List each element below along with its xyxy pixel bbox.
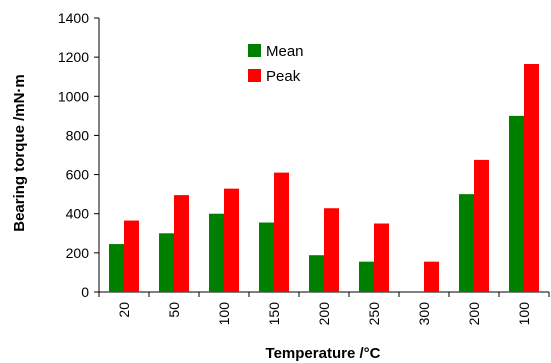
bar-mean-1 — [159, 233, 174, 292]
x-tick-label: 250 — [366, 302, 382, 326]
y-tick-label: 200 — [66, 245, 90, 261]
legend-swatch-peak — [248, 69, 261, 82]
bars — [109, 63, 539, 292]
bar-peak-8 — [524, 63, 539, 292]
y-axis — [94, 17, 100, 293]
y-tick-label: 600 — [66, 167, 90, 183]
bar-mean-3 — [259, 222, 274, 292]
bar-peak-3 — [274, 172, 289, 292]
x-tick-label: 100 — [216, 302, 232, 326]
bar-peak-5 — [374, 223, 389, 292]
legend-swatch-mean — [248, 44, 261, 57]
bar-mean-5 — [359, 261, 374, 292]
y-axis-title: Bearing torque /mN·m — [11, 74, 28, 232]
y-tick-label: 800 — [66, 127, 90, 143]
bar-mean-7 — [459, 194, 474, 292]
legend: Mean Peak — [248, 43, 304, 85]
x-tick-labels: 20 50 100 150 200 250 300 200 100 — [116, 302, 532, 326]
bar-mean-8 — [509, 115, 524, 292]
y-tick-label: 1000 — [58, 88, 89, 104]
x-axis — [98, 291, 550, 297]
y-tick-label: 1400 — [58, 10, 89, 26]
x-tick-label: 200 — [466, 302, 482, 326]
bar-mean-4 — [309, 255, 324, 292]
bar-mean-0 — [109, 244, 124, 292]
x-tick-label: 200 — [316, 302, 332, 326]
bar-peak-4 — [324, 208, 339, 292]
bar-peak-0 — [124, 220, 139, 292]
bar-peak-2 — [224, 188, 239, 292]
bar-peak-1 — [174, 195, 189, 292]
legend-label-mean: Mean — [266, 43, 304, 60]
y-tick-label: 0 — [81, 284, 89, 300]
x-tick-label: 100 — [516, 302, 532, 326]
x-tick-label: 150 — [266, 302, 282, 326]
y-tick-labels: 0 200 400 600 800 1000 1200 1400 — [58, 10, 89, 300]
x-tick-label: 50 — [166, 302, 182, 318]
bar-peak-7 — [474, 159, 489, 292]
x-axis-title: Temperature /°C — [266, 345, 381, 362]
bar-mean-2 — [209, 213, 224, 292]
bar-peak-6 — [424, 261, 439, 292]
x-tick-label: 20 — [116, 302, 132, 318]
legend-label-peak: Peak — [266, 68, 301, 85]
y-tick-label: 1200 — [58, 49, 89, 65]
y-tick-label: 400 — [66, 206, 90, 222]
x-tick-label: 300 — [416, 302, 432, 326]
